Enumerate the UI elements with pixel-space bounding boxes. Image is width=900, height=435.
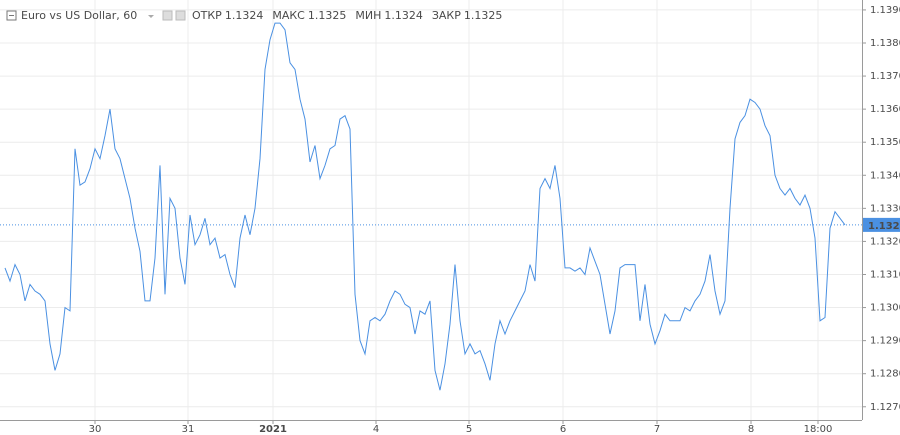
x-tick-label: 2021 — [259, 424, 287, 435]
y-tick-label: 1.1270 — [870, 402, 900, 413]
y-tick-label: 1.1340 — [870, 170, 900, 181]
current-price-label: 1.1325 — [868, 221, 900, 232]
ohlc-value: 1.1324 — [225, 9, 264, 22]
y-tick-label: 1.1380 — [870, 38, 900, 49]
collapse-icon[interactable] — [6, 10, 17, 21]
dropdown-icon[interactable] — [148, 15, 154, 18]
y-tick-label: 1.1280 — [870, 369, 900, 380]
price-line — [4, 22, 846, 391]
y-tick-label: 1.1300 — [870, 303, 900, 314]
y-tick-label: 1.1330 — [870, 203, 900, 214]
close-icon[interactable] — [175, 10, 186, 21]
ohlc-label: ОТКР — [192, 9, 222, 22]
current-price-box — [863, 217, 900, 232]
ohlc-label: ЗАКР — [432, 9, 461, 22]
y-tick-label: 1.1310 — [870, 269, 900, 280]
x-tick-label: 8 — [748, 424, 754, 435]
x-tick-label: 4 — [373, 424, 379, 435]
x-tick-label: 30 — [89, 424, 102, 435]
ohlc-value: 1.1324 — [384, 9, 423, 22]
settings-icon[interactable] — [162, 10, 173, 21]
y-tick-label: 1.1350 — [870, 137, 900, 148]
x-tick-label: 5 — [466, 424, 472, 435]
y-tick-label: 1.1390 — [870, 5, 900, 16]
ohlc-label: МАКС — [272, 9, 305, 22]
ohlc-legend: ОТКР 1.1324 МАКС 1.1325 МИН 1.1324 ЗАКР 1.1325 — [192, 9, 502, 22]
x-tick-label: 18:00 — [804, 424, 833, 435]
y-tick-label: 1.1370 — [870, 71, 900, 82]
y-tick-label: 1.1360 — [870, 104, 900, 115]
x-tick-label: 7 — [654, 424, 660, 435]
ohlc-value: 1.1325 — [308, 9, 347, 22]
grid — [0, 0, 862, 420]
chart-title: Euro vs US Dollar, 60 — [21, 9, 137, 22]
y-tick-label: 1.1290 — [870, 336, 900, 347]
x-tick-label: 31 — [182, 424, 195, 435]
ohlc-label: МИН — [355, 9, 381, 22]
ohlc-value: 1.1325 — [464, 9, 503, 22]
x-tick-label: 6 — [560, 424, 566, 435]
y-tick-label: 1.1320 — [870, 236, 900, 247]
